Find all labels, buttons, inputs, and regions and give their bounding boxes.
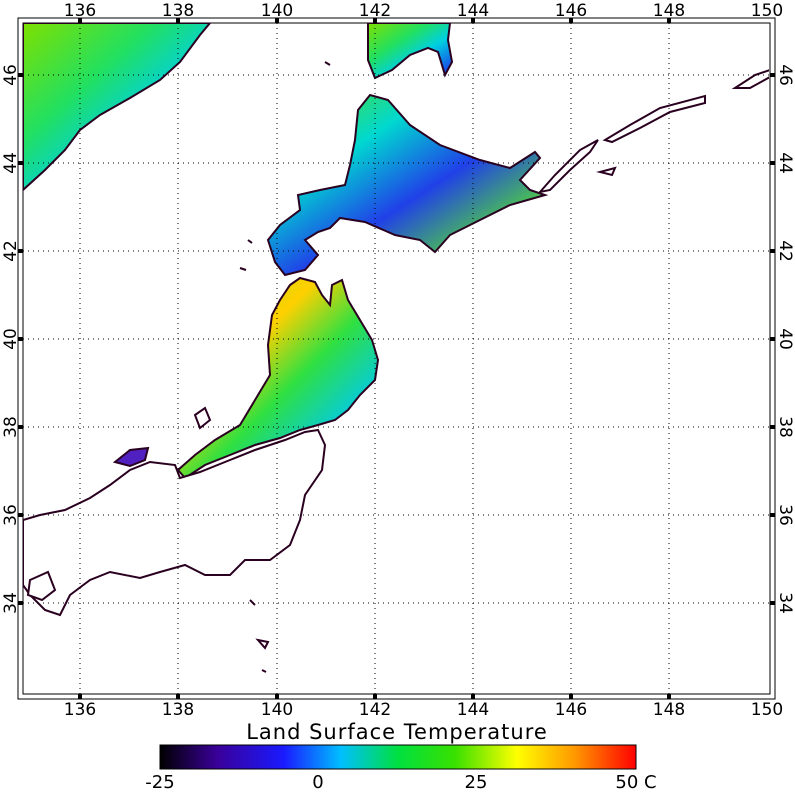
lat-label-right-36: 36 bbox=[775, 504, 795, 526]
lat-label-left-42: 42 bbox=[1, 240, 21, 262]
mainland-russia-region bbox=[23, 23, 212, 192]
map-title: Land Surface Temperature bbox=[246, 720, 548, 744]
map-frame bbox=[17, 17, 776, 700]
lat-label-right-44: 44 bbox=[775, 152, 795, 174]
lat-label-left-38: 38 bbox=[1, 416, 21, 438]
lon-label-top-144: 144 bbox=[457, 1, 489, 21]
lon-label-top-138: 138 bbox=[162, 1, 194, 21]
central-honshu-outline bbox=[23, 428, 327, 617]
lon-label-bottom-150: 150 bbox=[751, 700, 783, 720]
lat-label-left-36: 36 bbox=[1, 504, 21, 526]
lat-label-right-38: 38 bbox=[775, 416, 795, 438]
hokkaido-region bbox=[266, 93, 549, 277]
kuril-islands bbox=[537, 69, 769, 194]
lon-label-bottom-144: 144 bbox=[457, 700, 489, 720]
graticule bbox=[23, 23, 770, 694]
colorbar-label-max: 50 C bbox=[615, 772, 656, 793]
lat-label-right-46: 46 bbox=[775, 64, 795, 86]
lon-label-bottom-142: 142 bbox=[359, 700, 391, 720]
colorbar-label-25: 25 bbox=[465, 772, 488, 793]
lon-label-top-142: 142 bbox=[359, 1, 391, 21]
lon-label-top-136: 136 bbox=[64, 1, 96, 21]
lon-label-bottom-146: 146 bbox=[555, 700, 587, 720]
lon-label-top-150: 150 bbox=[751, 1, 783, 21]
colorbar-label-min: -25 bbox=[145, 772, 174, 793]
lat-label-right-34: 34 bbox=[775, 592, 795, 614]
left-latitude-labels: 34 36 38 40 42 44 46 bbox=[1, 64, 21, 614]
shikoku-outline bbox=[26, 570, 57, 602]
lon-label-top-146: 146 bbox=[555, 1, 587, 21]
bottom-longitude-labels: 136 138 140 142 144 146 148 150 bbox=[64, 700, 783, 720]
frame-ticks bbox=[18, 18, 775, 699]
right-latitude-labels: 34 36 38 40 42 44 46 bbox=[775, 64, 795, 614]
lon-label-bottom-148: 148 bbox=[653, 700, 685, 720]
sakhalin-region bbox=[367, 23, 454, 80]
lat-label-left-44: 44 bbox=[1, 152, 21, 174]
lat-label-right-40: 40 bbox=[775, 328, 795, 350]
lat-label-left-34: 34 bbox=[1, 592, 21, 614]
lon-label-top-140: 140 bbox=[261, 1, 293, 21]
colorbar-label-zero: 0 bbox=[312, 772, 323, 793]
lat-label-left-46: 46 bbox=[1, 64, 21, 86]
noto-peninsula bbox=[112, 446, 150, 468]
sado-island bbox=[193, 406, 212, 430]
colorbar bbox=[159, 744, 637, 770]
lon-label-bottom-140: 140 bbox=[261, 700, 293, 720]
lon-label-top-148: 148 bbox=[653, 1, 685, 21]
colorbar-labels: -25 0 25 50 C bbox=[145, 772, 656, 793]
lon-label-bottom-138: 138 bbox=[162, 700, 194, 720]
lat-label-left-40: 40 bbox=[1, 328, 21, 350]
lon-label-bottom-136: 136 bbox=[64, 700, 96, 720]
top-longitude-labels: 136 138 140 142 144 146 148 150 bbox=[64, 1, 783, 21]
lat-label-right-42: 42 bbox=[775, 240, 795, 262]
